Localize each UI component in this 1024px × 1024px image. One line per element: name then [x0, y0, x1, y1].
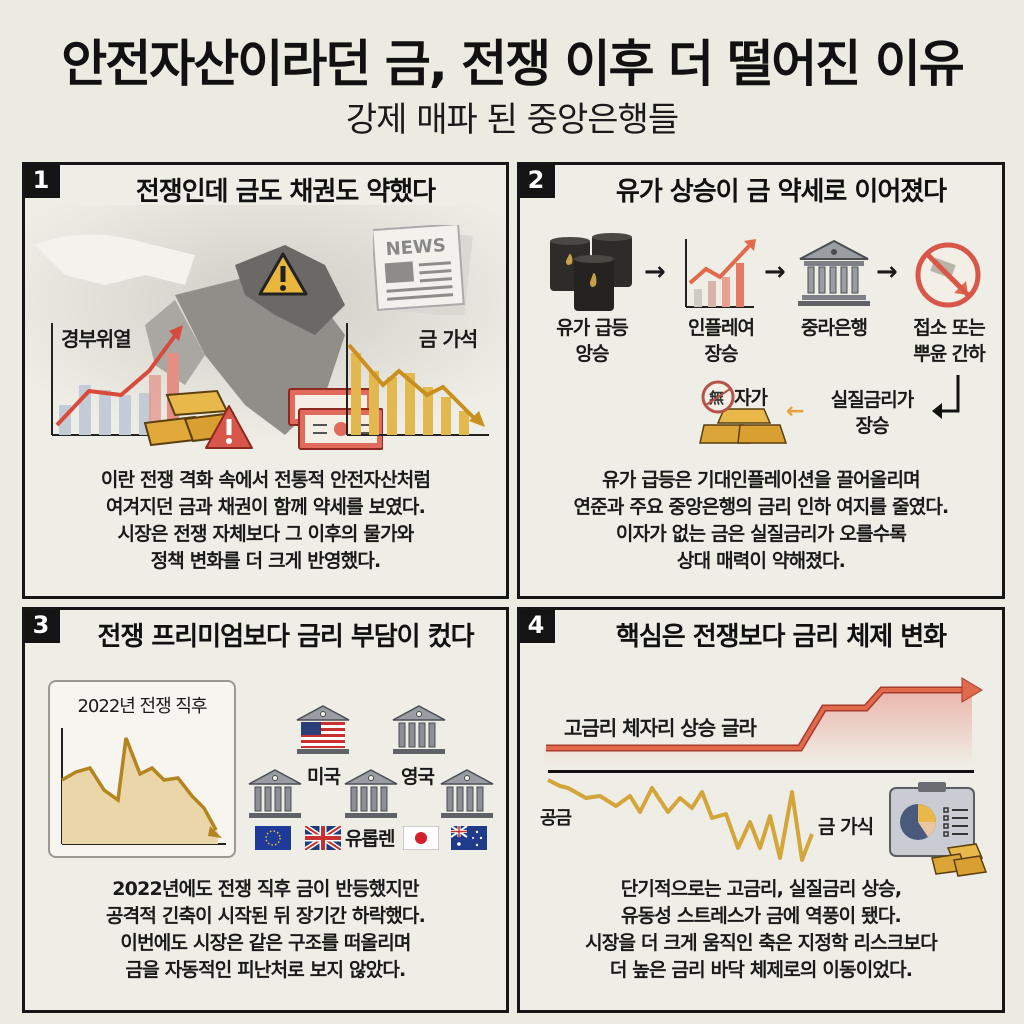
page-title: 안전자산이라던 금, 전쟁 이후 더 떨어진 이유 [61, 35, 964, 93]
flow-label-inflation: 인플레여 장승 [688, 317, 755, 365]
page-subtitle: 강제 매파 된 중앙은행들 [345, 100, 679, 140]
panel-title: 전쟁인데 금도 채권도 약했다 [135, 177, 436, 207]
eu-bank-icon [248, 769, 302, 818]
flow-label-central-bank: 중라은행 [801, 317, 868, 339]
panel-title: 핵심은 전쟁보다 금리 체제 변화 [615, 622, 947, 652]
panel-4: 4 핵심은 전쟁보다 금리 체제 변화 고금리 체자리 상승 글라 공금 금 가… [517, 607, 1005, 1013]
svg-text:NEWS: NEWS [385, 235, 447, 260]
gold-no-interest-icon: 無 [699, 380, 788, 444]
panel-body: 단기적으로는 고금리, 실질금리 상승, 유동성 스트레스가 금에 역풍이 됐다… [585, 878, 938, 981]
warning-icon [205, 405, 253, 449]
flow-label-real-rate: 실질금리가 장승 [830, 389, 914, 437]
rate-regime-line [544, 677, 983, 766]
australia-bank-icon [440, 769, 494, 818]
flow-label-no-cut: 접소 또는 뿌윤 간하 [913, 317, 986, 365]
newspaper-icon: NEWS [373, 225, 473, 315]
gold-right-label: 금 가식 [818, 816, 874, 838]
panel-2: 2 유가 상승이 금 약세로 이어졌다 유가 급등 앙승 → 인플레여 장승 → 중… [517, 162, 1005, 599]
panel-body: 2022년에도 전쟁 직후 금이 반등했지만 공격적 긴축이 시작된 뒤 장기간… [105, 878, 426, 981]
arrow-left-icon: ← [786, 399, 804, 424]
bank-label-uk: 영국 [401, 766, 435, 788]
panel-number: 4 [520, 610, 555, 643]
japan-bank-icon [344, 769, 398, 818]
panel-3: 3 전쟁 프리미엄보다 금리 부담이 컸다 2022년 전쟁 직후 미국 영국 [22, 607, 509, 1013]
gold-chart-label: 금 가석 [419, 327, 478, 351]
gold-left-label: 공금 [540, 808, 572, 829]
clipboard-report-icon [889, 782, 988, 877]
risk-chart-label: 경부위열 [61, 327, 132, 351]
us-bank-icon [296, 705, 350, 754]
flow-label-oil: 유가 급등 앙승 [556, 317, 629, 365]
arrow-right-icon: → [876, 257, 898, 287]
divider-line [548, 770, 974, 773]
uk-bank-icon [392, 705, 446, 754]
panel-title: 유가 상승이 금 약세로 이어졌다 [615, 177, 947, 207]
flow-label-gold: 자가 [734, 387, 768, 409]
chart-card-title: 2022년 전쟁 직후 [77, 696, 207, 717]
rate-line-label: 고금리 체자리 상승 글라 [564, 716, 757, 740]
panel-number: 1 [25, 165, 60, 198]
rising-chart-icon [685, 239, 756, 308]
no-rate-cut-icon [915, 242, 981, 308]
panel-body: 유가 급등은 기대인플레이션을 끌어올리며 연준과 주요 중앙은행의 금리 인하… [573, 469, 950, 572]
oil-barrels-icon [550, 233, 632, 311]
warning-icon [258, 252, 308, 296]
arrow-right-icon: → [764, 257, 786, 287]
australia-flag [451, 826, 487, 850]
panel-body: 이란 전쟁 격화 속에서 전통적 안전자산처럼 여겨지던 금과 채권이 함께 약… [100, 469, 431, 572]
arrow-right-icon: → [644, 257, 666, 287]
panel-number: 2 [520, 165, 555, 198]
gold-volatile-line [547, 778, 814, 862]
uk-flag [305, 826, 341, 850]
panel-1: 1 전쟁인데 금도 채권도 약했다 NEWS 경부위열 [22, 162, 509, 599]
panel-number: 3 [25, 610, 60, 643]
gold-2022-chart-card: 2022년 전쟁 직후 [48, 680, 236, 858]
gold-price-falling-chart [346, 323, 489, 436]
panel-title: 전쟁 프리미엄보다 금리 부담이 컸다 [97, 622, 474, 652]
bank-label-us: 미국 [307, 766, 341, 788]
bank-icon [798, 239, 870, 306]
corner-arrow-icon [932, 375, 960, 419]
gold-2022-line [61, 728, 226, 845]
eu-flag [255, 826, 291, 850]
japan-flag [403, 826, 439, 850]
bank-label-eu: 유롭렌 [345, 828, 395, 850]
